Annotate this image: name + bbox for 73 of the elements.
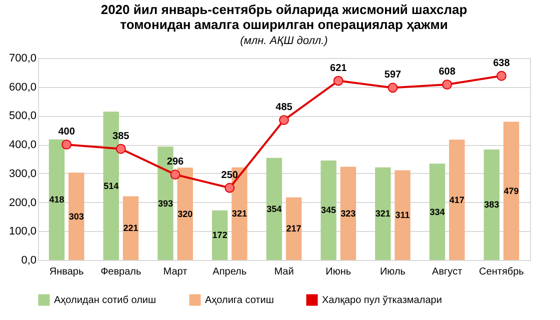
bar (484, 149, 500, 260)
x-tick-label: Июнь (326, 266, 352, 278)
bar (394, 170, 410, 260)
y-tick-label: 700,0 (8, 52, 36, 64)
data-label: 621 (330, 62, 348, 74)
y-tick-label: 500,0 (8, 110, 36, 122)
bar (266, 158, 282, 260)
data-label: 385 (112, 130, 130, 142)
data-label: 383 (484, 200, 500, 210)
chart-title: 2020 йил январь-сентябрь ойларида жисмоний шахслар томонидан амалга оширилган операциялар ҳажми (100, 2, 468, 32)
data-label: 334 (430, 206, 445, 217)
y-tick-label: 200,0 (8, 196, 36, 209)
data-label: 172 (212, 230, 228, 240)
data-label: 321 (375, 208, 390, 219)
data-label: 485 (276, 102, 293, 114)
y-tick-label: 300,0 (8, 168, 36, 180)
point (333, 76, 344, 86)
x-tick-label: Апрель (212, 266, 247, 278)
data-label: 514 (104, 180, 119, 191)
bar (286, 197, 302, 260)
bar (503, 122, 520, 260)
data-label: 311 (395, 210, 410, 220)
bar (340, 166, 356, 260)
data-label: 303 (68, 211, 84, 222)
legend-label: Аҳолидан сотиб олиш (54, 295, 156, 306)
data-label: 418 (49, 194, 64, 205)
point (442, 80, 452, 90)
data-label: 393 (158, 198, 173, 208)
data-label: 323 (340, 208, 356, 218)
point (388, 82, 398, 93)
point (62, 140, 72, 150)
data-label: 608 (438, 66, 456, 78)
x-tick-label: Май (274, 266, 294, 278)
data-label: 597 (384, 70, 402, 81)
y-tick-label: 600,0 (8, 81, 36, 94)
data-label: 479 (504, 186, 519, 196)
y-tick-label: 100,0 (8, 226, 36, 238)
data-label: 400 (58, 126, 76, 138)
data-label: 250 (221, 170, 238, 181)
data-label: 321 (232, 208, 247, 219)
x-tick-label: Сентябрь (479, 266, 524, 278)
bar (375, 167, 391, 260)
point (170, 170, 180, 180)
data-label: 217 (286, 224, 302, 234)
bar (177, 168, 193, 260)
bar (429, 164, 446, 260)
y-tick-label: 0,0 (21, 254, 36, 266)
x-tick-label: Февраль (100, 266, 142, 278)
x-tick-label: Январь (49, 266, 84, 278)
chart-subtitle: (млн. АҚШ долл.) (240, 35, 328, 47)
legend-label: Аҳолига сотиш (205, 295, 274, 306)
x-tick-label: Август (432, 266, 463, 278)
data-label: 638 (493, 58, 510, 69)
data-label: 296 (166, 156, 184, 168)
bar (212, 210, 228, 260)
data-label: 345 (321, 205, 336, 216)
legend-label: Халқаро пул ўтказмалари (322, 295, 442, 306)
point (224, 182, 235, 193)
data-label: 354 (266, 204, 282, 214)
bar (122, 196, 139, 260)
data-label: 417 (449, 194, 464, 205)
point (279, 115, 289, 126)
point (116, 144, 126, 154)
point (496, 70, 506, 81)
x-tick-label: Март (163, 266, 188, 278)
bar (449, 140, 465, 260)
bar (48, 139, 65, 260)
x-tick-label: Июль (380, 266, 406, 278)
data-label: 221 (123, 223, 138, 234)
bar (320, 160, 336, 260)
y-tick-label: 400,0 (8, 139, 36, 152)
data-label: 320 (178, 208, 193, 219)
bar (68, 172, 84, 260)
